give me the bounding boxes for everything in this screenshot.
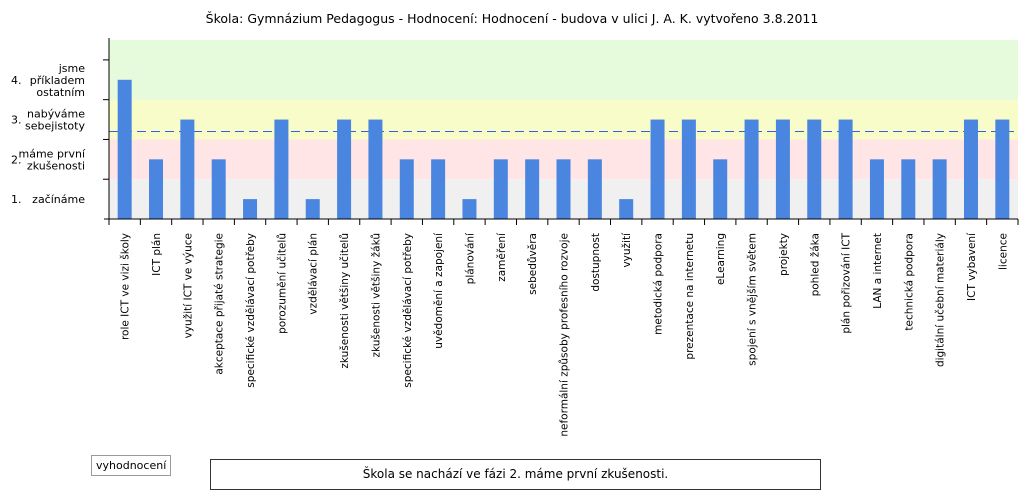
level-label-2: zkušenosti: [27, 159, 85, 172]
bar-8: [337, 119, 352, 219]
category-label-15: neformální způsoby profesního rozvoje: [559, 233, 571, 437]
category-label-13: zaměření: [496, 232, 508, 282]
bar-6: [274, 119, 289, 219]
level-label-4: ostatním: [36, 86, 85, 99]
bar-21: [744, 119, 759, 219]
category-label-26: technická podpora: [903, 233, 915, 331]
category-label-20: eLearning: [715, 233, 727, 285]
category-label-27: digitální učební materiály: [935, 233, 947, 367]
bar-27: [932, 159, 947, 219]
bar-16: [587, 159, 602, 219]
bar-28: [963, 119, 978, 219]
category-label-29: licence: [997, 233, 1009, 270]
bar-11: [431, 159, 446, 219]
category-label-16: dostupnost: [590, 233, 602, 292]
category-label-3: využití ICT ve výuce: [182, 233, 194, 338]
category-label-2: ICT plán: [151, 233, 163, 276]
category-label-4: akceptace přijaté strategie: [214, 233, 226, 375]
level-number-1: 1.: [11, 193, 22, 206]
level-label-3: nabýváme: [27, 108, 85, 121]
level-label-4: jsme: [58, 62, 86, 75]
category-label-1: role ICT ve vizi školy: [120, 233, 132, 340]
bar-3: [180, 119, 195, 219]
category-label-14: sebedůvěra: [527, 233, 539, 295]
bar-20: [713, 159, 728, 219]
bar-13: [493, 159, 508, 219]
chart-title: Škola: Gymnázium Pedagogus - Hodnocení: …: [205, 11, 819, 26]
level-band-3: [109, 99, 1018, 140]
category-label-6: porozumění učitelů: [276, 233, 288, 334]
bar-18: [650, 119, 665, 219]
bar-5: [243, 199, 258, 219]
bar-23: [807, 119, 822, 219]
bar-15: [556, 159, 571, 219]
category-label-24: plán pořizování ICT: [841, 232, 853, 333]
level-label-4: příkladem: [30, 74, 85, 87]
bar-14: [525, 159, 540, 219]
bar-7: [305, 199, 320, 219]
bar-19: [681, 119, 696, 219]
level-number-2: 2.: [11, 153, 22, 166]
category-label-12: plánování: [464, 232, 476, 284]
category-label-17: využití: [621, 232, 633, 268]
category-label-25: LAN a internet: [872, 233, 884, 309]
bar-29: [995, 119, 1010, 219]
level-number-3: 3.: [11, 114, 22, 127]
bar-4: [211, 159, 226, 219]
bar-9: [368, 119, 383, 219]
bar-25: [869, 159, 884, 219]
category-label-10: specifické vzdělávací potřeby: [402, 233, 414, 388]
category-label-7: vzdělávací plán: [308, 233, 320, 315]
bar-2: [149, 159, 164, 219]
bar-26: [901, 159, 916, 219]
category-label-19: prezentace na internetu: [684, 233, 696, 360]
level-label-3: sebejistoty: [25, 120, 85, 133]
category-label-11: uvědomění a zapojení: [433, 232, 445, 349]
level-label-2: máme první: [19, 147, 86, 160]
bar-10: [399, 159, 414, 219]
category-label-22: projekty: [778, 233, 790, 276]
category-label-23: pohled žáka: [809, 233, 821, 296]
result-box: Škola se nachází ve fázi 2. máme první z…: [210, 459, 821, 490]
bar-22: [775, 119, 790, 219]
category-label-5: specifické vzdělávací potřeby: [245, 233, 257, 388]
level-number-4: 4.: [11, 74, 22, 87]
bar-1: [117, 79, 132, 220]
bar-17: [619, 199, 634, 219]
category-label-18: metodická podpora: [653, 233, 665, 335]
category-label-8: zkušenosti většiny učitelů: [339, 233, 351, 369]
bar-12: [462, 199, 477, 219]
category-label-21: spojení s vnějším světem: [747, 233, 759, 366]
result-text: Škola se nachází ve fázi 2. máme první z…: [362, 467, 669, 481]
bar-24: [838, 119, 853, 219]
category-label-28: ICT vybavení: [966, 232, 978, 301]
category-label-9: zkušenosti většiny žáků: [370, 233, 382, 358]
evaluate-button[interactable]: vyhodnocení: [91, 455, 172, 476]
level-band-4: [109, 40, 1018, 100]
level-label-1: začínáme: [32, 193, 85, 206]
